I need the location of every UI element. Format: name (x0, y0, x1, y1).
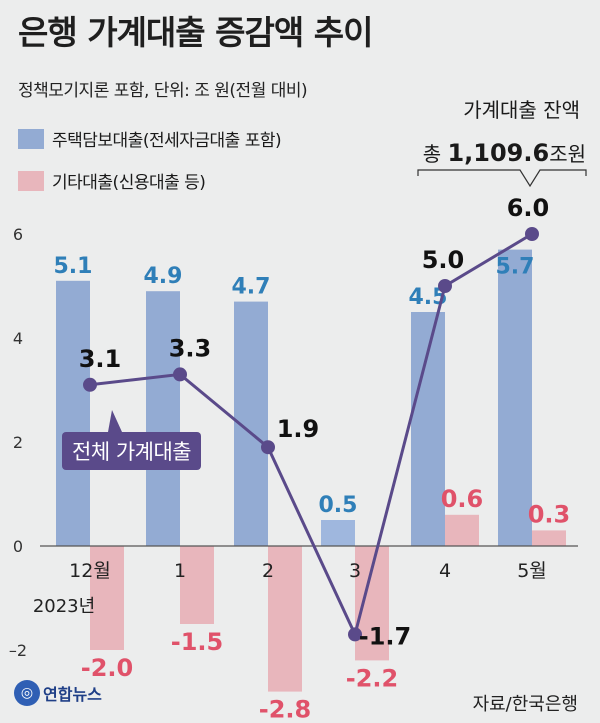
other-value-label: -1.5 (171, 628, 223, 656)
y-tick-label: 4 (13, 329, 23, 348)
mortgage-value-label: 5.1 (54, 254, 93, 279)
total-point (261, 440, 275, 455)
other-value-label: 0.3 (528, 500, 571, 528)
mortgage-bar (146, 291, 180, 546)
legend-other: 기타대출(신용대출 등) (18, 168, 206, 193)
total-value-label: 3.3 (169, 334, 212, 362)
chart-title: 은행 가계대출 증감액 추이 (18, 13, 373, 52)
legend-mortgage: 주택담보대출(전세자금대출 포함) (18, 126, 282, 151)
callout-pointer (108, 410, 122, 432)
yonhap-logo: ◎ 연합뉴스 (14, 680, 102, 706)
x-tick-label: 2 (262, 560, 274, 582)
mortgage-bar (321, 520, 355, 546)
other-value-label: -2.2 (346, 664, 398, 692)
x-tick-label: 12월 (69, 560, 111, 582)
total-line-callout: 전체 가계대출 (62, 432, 202, 470)
other-value-label: 0.6 (441, 485, 484, 513)
balance-unit: 조원 (549, 142, 586, 166)
legend-other-swatch (18, 170, 44, 191)
other-bar (90, 546, 124, 650)
legend-other-label: 기타대출(신용대출 등) (52, 173, 206, 193)
x-tick-label: 3 (349, 560, 361, 582)
chart-subtitle: 정책모기지론 포함, 단위: 조 원(전월 대비) (18, 81, 308, 101)
other-bar (532, 530, 566, 546)
yonhap-logo-icon: ◎ (14, 680, 40, 706)
year-label: 2023년 (33, 596, 95, 617)
other-value-label: -2.8 (259, 696, 311, 723)
x-tick-label: 1 (174, 560, 186, 582)
legend-mortgage-label: 주택담보대출(전세자금대출 포함) (52, 131, 282, 151)
mortgage-bar (498, 249, 532, 546)
mortgage-value-label: 5.7 (496, 255, 535, 280)
mortgage-value-label: 4.7 (232, 275, 271, 300)
total-line (89, 232, 533, 639)
mortgage-value-label: 0.5 (319, 493, 358, 518)
logo-text: 연합뉴스 (43, 685, 102, 704)
balance-title: 가계대출 잔액 (463, 98, 580, 122)
mortgage-value-label: 4.9 (144, 264, 183, 289)
legend-mortgage-swatch (18, 128, 44, 149)
balance-value: 1,109.6 (447, 139, 550, 167)
y-tick-label: 6 (13, 225, 23, 244)
mortgage-bar (56, 280, 90, 546)
total-point (525, 227, 539, 241)
x-tick-label: 4 (439, 560, 451, 582)
y-tick-label: –2 (9, 641, 27, 660)
y-tick-label: 2 (13, 433, 23, 452)
balance-pointer (417, 169, 587, 188)
other-value-label: -2.0 (81, 654, 133, 682)
other-bar (445, 514, 479, 546)
total-value-label: 6.0 (507, 194, 550, 222)
total-value-label: 5.0 (422, 246, 465, 274)
total-value-label: 1.9 (277, 415, 320, 443)
total-point (348, 627, 362, 642)
other-bar (268, 546, 302, 692)
total-point (438, 279, 452, 293)
y-tick-label: 0 (13, 537, 23, 556)
balance-value-box: 총 1,109.6조원 (423, 138, 586, 167)
total-value-label: -1.7 (359, 622, 411, 650)
source-label: 자료/한국은행 (472, 694, 578, 715)
other-bar (180, 546, 214, 624)
total-value-label: 3.1 (79, 345, 122, 373)
balance-prefix: 총 (422, 142, 448, 166)
x-tick-label: 5월 (517, 560, 547, 582)
total-point (173, 367, 187, 382)
total-point (83, 377, 97, 392)
